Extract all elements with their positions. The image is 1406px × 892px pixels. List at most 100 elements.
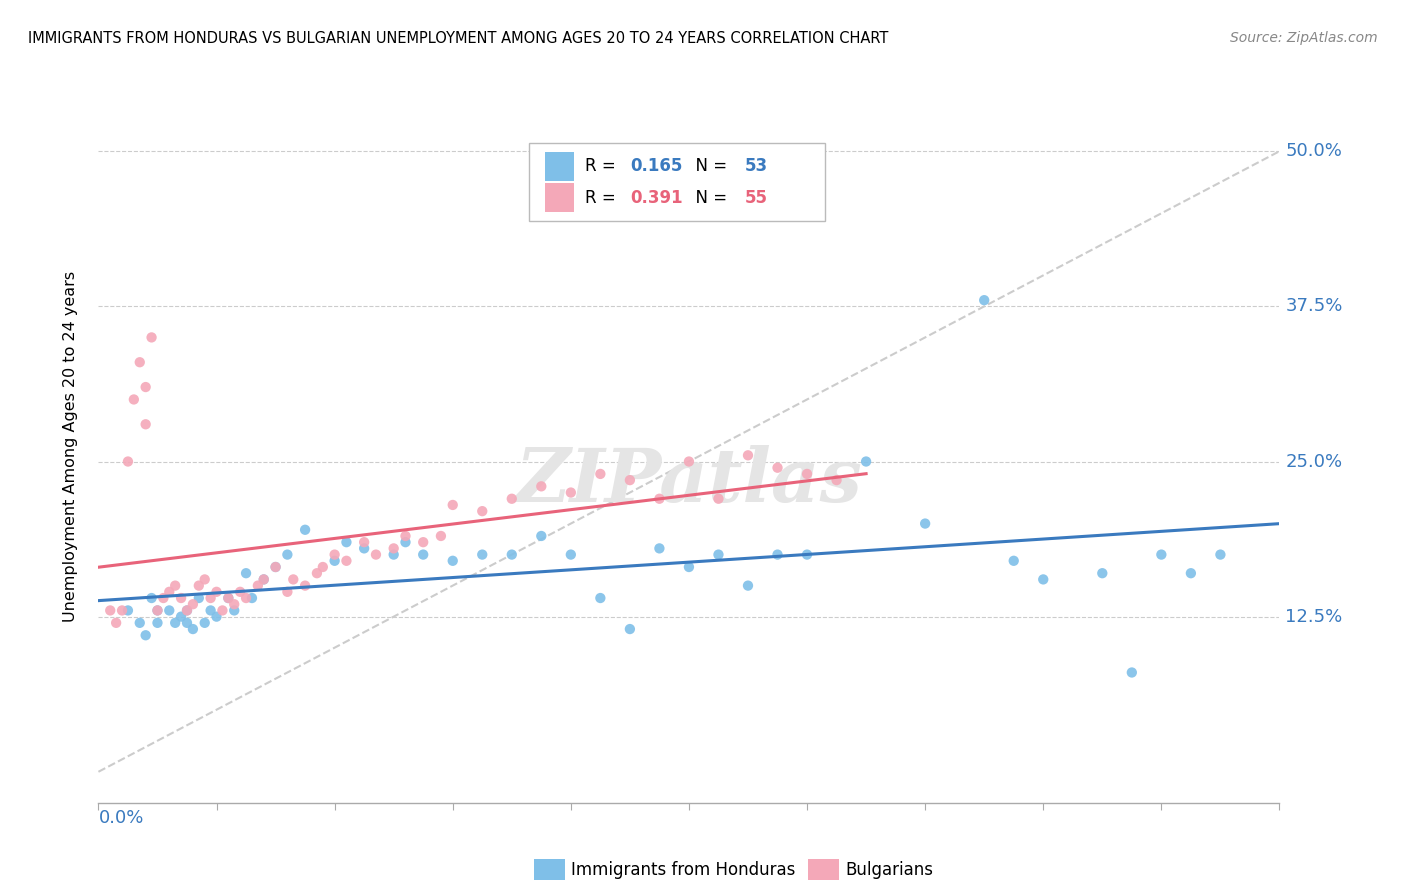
Point bbox=[353, 535, 375, 549]
Point bbox=[1002, 554, 1025, 568]
Point bbox=[194, 573, 217, 587]
Point bbox=[1180, 566, 1202, 581]
Text: 12.5%: 12.5% bbox=[1285, 607, 1343, 625]
Point bbox=[394, 535, 416, 549]
Point bbox=[707, 548, 730, 562]
Point bbox=[117, 603, 139, 617]
Point bbox=[707, 491, 730, 506]
Point bbox=[335, 535, 357, 549]
Point bbox=[382, 548, 405, 562]
Point bbox=[766, 548, 789, 562]
Text: R =: R = bbox=[585, 189, 621, 207]
Point bbox=[1209, 548, 1232, 562]
Point bbox=[205, 584, 228, 599]
Text: 0.391: 0.391 bbox=[630, 189, 682, 207]
Text: 55: 55 bbox=[744, 189, 768, 207]
Text: R =: R = bbox=[585, 157, 621, 175]
Text: Bulgarians: Bulgarians bbox=[845, 861, 934, 879]
Text: Source: ZipAtlas.com: Source: ZipAtlas.com bbox=[1230, 31, 1378, 45]
Point bbox=[235, 566, 257, 581]
Point bbox=[283, 573, 305, 587]
Point bbox=[165, 615, 187, 630]
Point bbox=[157, 603, 180, 617]
Point bbox=[135, 380, 157, 394]
FancyBboxPatch shape bbox=[546, 152, 575, 180]
Point bbox=[135, 417, 157, 432]
Point bbox=[589, 467, 612, 481]
Point bbox=[246, 579, 269, 593]
Point bbox=[122, 392, 145, 407]
Point bbox=[394, 529, 416, 543]
Point bbox=[146, 603, 169, 617]
Point bbox=[135, 628, 157, 642]
Point bbox=[217, 591, 239, 605]
Point bbox=[382, 541, 405, 556]
Point bbox=[471, 504, 494, 518]
Point bbox=[176, 615, 198, 630]
Point bbox=[264, 560, 287, 574]
Point bbox=[276, 584, 298, 599]
Point bbox=[111, 603, 134, 617]
Point bbox=[235, 591, 257, 605]
Point bbox=[205, 609, 228, 624]
Point bbox=[211, 603, 233, 617]
Point bbox=[619, 622, 641, 636]
Text: 37.5%: 37.5% bbox=[1285, 297, 1343, 316]
Point bbox=[170, 591, 193, 605]
Point bbox=[796, 548, 818, 562]
Point bbox=[181, 597, 204, 611]
Point bbox=[412, 548, 434, 562]
Text: N =: N = bbox=[685, 189, 733, 207]
Point bbox=[530, 479, 553, 493]
Point bbox=[1121, 665, 1143, 680]
Point bbox=[294, 523, 316, 537]
Point bbox=[430, 529, 453, 543]
Point bbox=[264, 560, 287, 574]
Point bbox=[364, 548, 387, 562]
Point bbox=[200, 591, 222, 605]
Point bbox=[141, 591, 163, 605]
Point bbox=[501, 548, 523, 562]
Y-axis label: Unemployment Among Ages 20 to 24 years: Unemployment Among Ages 20 to 24 years bbox=[63, 270, 77, 622]
Point bbox=[973, 293, 995, 308]
Point bbox=[176, 603, 198, 617]
Point bbox=[335, 554, 357, 568]
Point bbox=[501, 491, 523, 506]
Point bbox=[619, 473, 641, 487]
Text: ZIPatlas: ZIPatlas bbox=[516, 445, 862, 518]
Text: 53: 53 bbox=[744, 157, 768, 175]
Point bbox=[412, 535, 434, 549]
Point bbox=[276, 548, 298, 562]
Point bbox=[825, 473, 848, 487]
Point bbox=[128, 615, 150, 630]
Point bbox=[914, 516, 936, 531]
Point bbox=[98, 603, 121, 617]
Point bbox=[589, 591, 612, 605]
Text: IMMIGRANTS FROM HONDURAS VS BULGARIAN UNEMPLOYMENT AMONG AGES 20 TO 24 YEARS COR: IMMIGRANTS FROM HONDURAS VS BULGARIAN UN… bbox=[28, 31, 889, 46]
Text: 0.165: 0.165 bbox=[630, 157, 682, 175]
Point bbox=[353, 541, 375, 556]
Point bbox=[128, 355, 150, 369]
Point bbox=[855, 454, 877, 468]
Point bbox=[530, 529, 553, 543]
Point bbox=[117, 454, 139, 468]
Point bbox=[737, 579, 759, 593]
Point bbox=[312, 560, 335, 574]
Point bbox=[157, 584, 180, 599]
Point bbox=[176, 603, 198, 617]
Point bbox=[165, 579, 187, 593]
Point bbox=[678, 560, 700, 574]
Point bbox=[187, 591, 209, 605]
Point bbox=[224, 597, 246, 611]
Point bbox=[323, 548, 346, 562]
Point bbox=[170, 609, 193, 624]
Point bbox=[240, 591, 263, 605]
Point bbox=[1091, 566, 1114, 581]
Point bbox=[217, 591, 239, 605]
Point bbox=[187, 579, 209, 593]
Point bbox=[1032, 573, 1054, 587]
FancyBboxPatch shape bbox=[530, 143, 825, 221]
Point bbox=[229, 584, 252, 599]
Point bbox=[648, 541, 671, 556]
Point bbox=[560, 485, 582, 500]
